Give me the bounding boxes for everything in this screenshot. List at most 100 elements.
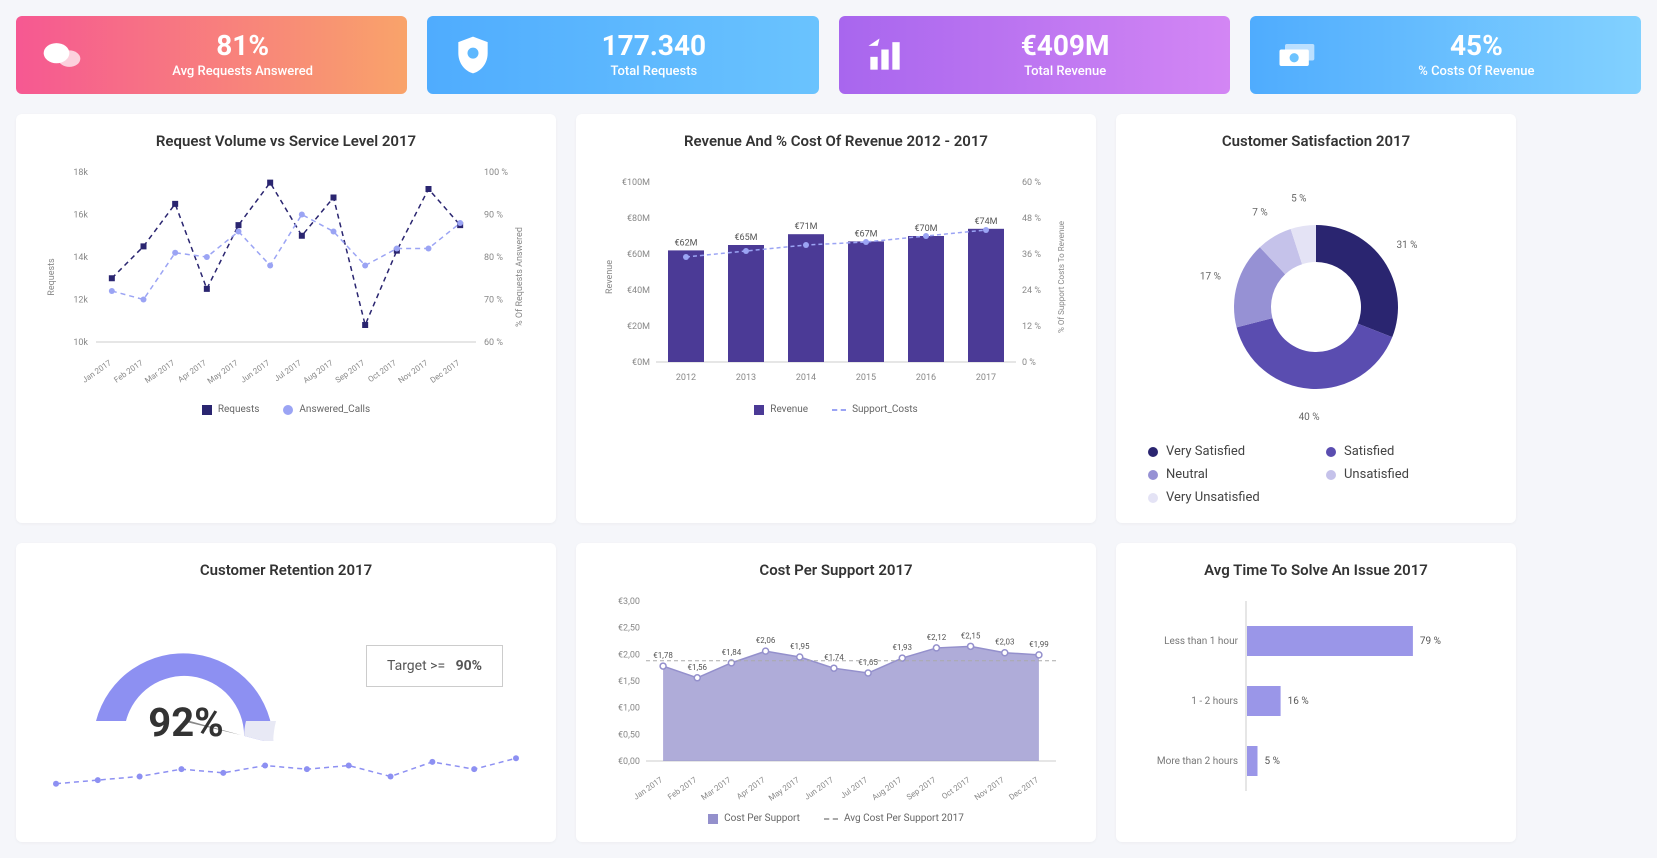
svg-text:€1,56: €1,56 <box>687 663 707 672</box>
svg-text:12k: 12k <box>73 296 88 306</box>
svg-text:Mar 2017: Mar 2017 <box>700 775 733 801</box>
svg-text:Dec 2017: Dec 2017 <box>429 358 462 385</box>
svg-text:70 %: 70 % <box>484 296 503 306</box>
svg-text:€2,03: €2,03 <box>995 638 1015 647</box>
kpi-value: €409M <box>925 32 1206 60</box>
svg-text:36 %: 36 % <box>1022 250 1041 260</box>
svg-text:90 %: 90 % <box>484 211 503 221</box>
kpi-value: 45% <box>1336 32 1617 60</box>
kpi-value: 177.340 <box>513 32 794 60</box>
svg-text:€0M: €0M <box>632 358 650 368</box>
svg-text:Feb 2017: Feb 2017 <box>666 775 699 801</box>
svg-text:Dec 2017: Dec 2017 <box>1007 775 1040 801</box>
svg-text:Requests: Requests <box>47 258 57 296</box>
bars-up-icon <box>863 33 907 77</box>
svg-text:16 %: 16 % <box>1288 696 1309 707</box>
kpi-label: Total Requests <box>513 64 794 79</box>
kpi-total-revenue: €409M Total Revenue <box>839 16 1230 94</box>
revenue-chart: €0M€20M€40M€60M€80M€100M0 %12 %24 %36 %4… <box>596 162 1076 392</box>
svg-text:% Of Requests Answered: % Of Requests Answered <box>515 227 525 327</box>
satisfaction-card: Customer Satisfaction 2017 31 %40 %17 %7… <box>1116 114 1516 523</box>
svg-text:79 %: 79 % <box>1420 636 1441 647</box>
chart-title: Revenue And % Cost Of Revenue 2012 - 201… <box>596 132 1076 150</box>
svg-text:Jul 2017: Jul 2017 <box>839 775 870 800</box>
svg-text:€1,00: €1,00 <box>618 704 640 714</box>
svg-text:Apr 2017: Apr 2017 <box>735 775 767 801</box>
chart-title: Customer Satisfaction 2017 <box>1136 132 1496 150</box>
retention-card: Customer Retention 2017 92% Target >= 90… <box>16 543 556 842</box>
svg-text:2012: 2012 <box>676 373 696 383</box>
cost-card: Cost Per Support 2017 €0,00€0,50€1,00€1,… <box>576 543 1096 842</box>
svg-text:Less than 1 hour: Less than 1 hour <box>1164 636 1239 647</box>
solve-time-chart: Less than 1 hour 79 % 1 - 2 hours 16 % More … <box>1136 591 1496 801</box>
chart-title: Avg Time To Solve An Issue 2017 <box>1136 561 1496 579</box>
svg-text:€71M: €71M <box>794 222 817 232</box>
svg-text:Jul 2017: Jul 2017 <box>273 358 304 383</box>
legend-item: Neutral <box>1148 467 1306 482</box>
svg-text:€1,93: €1,93 <box>892 643 912 652</box>
svg-text:€62M: €62M <box>674 238 697 248</box>
target-value: 90% <box>456 658 482 674</box>
retention-trend <box>36 741 536 801</box>
svg-text:Oct 2017: Oct 2017 <box>366 358 398 384</box>
svg-text:€1,65: €1,65 <box>858 658 878 667</box>
cash-icon <box>1274 33 1318 77</box>
svg-text:€1,99: €1,99 <box>1029 640 1049 649</box>
chart-legend: Cost Per SupportAvg Cost Per Support 201… <box>596 813 1076 824</box>
svg-text:May 2017: May 2017 <box>206 358 240 386</box>
svg-text:0 %: 0 % <box>1022 358 1036 368</box>
satisfaction-donut: 31 %40 %17 %7 %5 % <box>1136 162 1496 422</box>
legend-item: Requests <box>202 404 260 415</box>
svg-text:80 %: 80 % <box>484 253 503 263</box>
svg-text:€0,00: €0,00 <box>618 757 640 767</box>
revenue-card: Revenue And % Cost Of Revenue 2012 - 201… <box>576 114 1096 523</box>
svg-text:Jun 2017: Jun 2017 <box>239 358 272 385</box>
kpi-avg-requests: 81% Avg Requests Answered <box>16 16 407 94</box>
kpi-total-requests: 177.340 Total Requests <box>427 16 818 94</box>
svg-text:€70M: €70M <box>914 224 937 234</box>
svg-text:Mar 2017: Mar 2017 <box>143 358 176 385</box>
svg-text:5 %: 5 % <box>1265 756 1280 767</box>
chart-legend: RevenueSupport_Costs <box>596 404 1076 415</box>
svg-text:More than 2 hours: More than 2 hours <box>1157 756 1238 767</box>
svg-text:40 %: 40 % <box>1299 412 1320 422</box>
svg-text:60 %: 60 % <box>484 338 503 348</box>
svg-text:€2,50: €2,50 <box>618 624 640 634</box>
kpi-label: Total Revenue <box>925 64 1206 79</box>
svg-text:€2,12: €2,12 <box>927 633 947 642</box>
svg-text:2017: 2017 <box>976 373 996 383</box>
svg-text:€1,84: €1,84 <box>722 648 742 657</box>
svg-text:May 2017: May 2017 <box>767 775 801 801</box>
legend-item: Unsatisfied <box>1326 467 1484 482</box>
legend-item: Very Unsatisfied <box>1148 490 1306 505</box>
svg-text:Sep 2017: Sep 2017 <box>334 358 367 385</box>
svg-text:2013: 2013 <box>736 373 756 383</box>
chart-title: Customer Retention 2017 <box>36 561 536 579</box>
svg-text:7 %: 7 % <box>1252 207 1267 218</box>
svg-text:€2,15: €2,15 <box>961 631 981 640</box>
svg-text:€1,50: €1,50 <box>618 677 640 687</box>
svg-text:1 - 2 hours: 1 - 2 hours <box>1191 696 1238 707</box>
svg-text:€40M: €40M <box>627 286 650 296</box>
svg-text:Apr 2017: Apr 2017 <box>176 358 208 384</box>
svg-text:Aug 2017: Aug 2017 <box>870 775 903 801</box>
cost-chart: €0,00€0,50€1,00€1,50€2,00€2,50€3,00Jan 2… <box>596 591 1076 801</box>
legend-item: Avg Cost Per Support 2017 <box>824 813 964 824</box>
svg-text:24 %: 24 % <box>1022 286 1041 296</box>
svg-text:12 %: 12 % <box>1022 322 1041 332</box>
svg-text:10k: 10k <box>73 338 88 348</box>
svg-text:% Of Support Costs To Revenue: % Of Support Costs To Revenue <box>1057 221 1066 333</box>
svg-text:Revenue: Revenue <box>605 260 615 294</box>
svg-text:€65M: €65M <box>734 233 757 243</box>
svg-text:18k: 18k <box>73 168 88 178</box>
svg-text:60 %: 60 % <box>1022 178 1041 188</box>
svg-text:€3,00: €3,00 <box>618 597 640 607</box>
kpi-value: 81% <box>102 32 383 60</box>
svg-text:2016: 2016 <box>916 373 936 383</box>
svg-text:€1,78: €1,78 <box>653 651 673 660</box>
solve-time-card: Avg Time To Solve An Issue 2017 Less tha… <box>1116 543 1516 842</box>
legend-item: Very Satisfied <box>1148 444 1306 459</box>
svg-text:16k: 16k <box>73 211 88 221</box>
svg-text:€100M: €100M <box>622 178 650 188</box>
svg-text:€1,95: €1,95 <box>790 642 810 651</box>
